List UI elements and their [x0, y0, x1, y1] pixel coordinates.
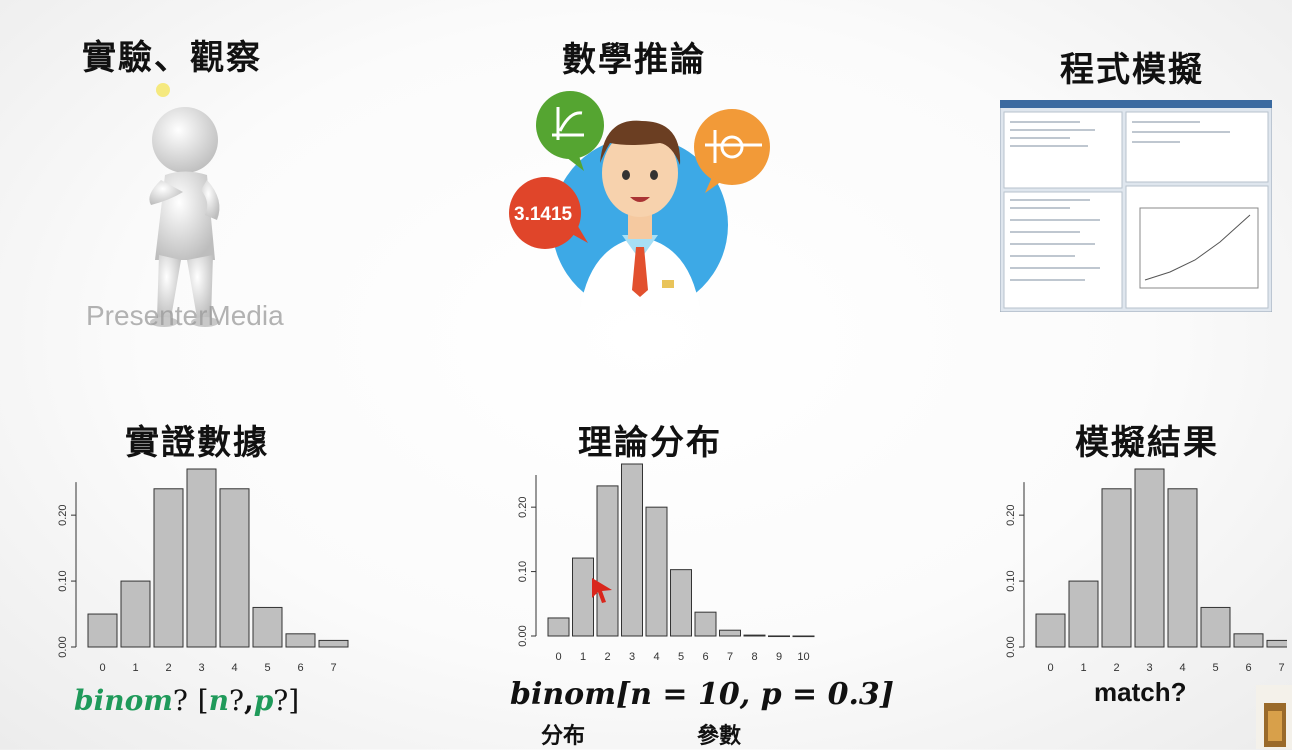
- x-tick-label: 8: [751, 651, 757, 663]
- x-tick-label: 4: [231, 662, 237, 674]
- x-tick-label: 7: [727, 651, 733, 663]
- theoretical-caption: binom[n = 10, p = 0.3]: [510, 677, 894, 712]
- caption-close: ]: [288, 684, 300, 717]
- y-tick-label: 0.00: [57, 636, 69, 657]
- plot-icon: [705, 130, 762, 163]
- experiment-title: 實驗、觀察: [82, 38, 262, 78]
- bar: [153, 488, 184, 648]
- scientist-illustration: 3.1415: [509, 91, 770, 310]
- experiment-figure-label: 實證數據: [125, 423, 269, 463]
- x-tick-label: 4: [1179, 662, 1185, 674]
- x-tick-label: 1: [1080, 662, 1086, 674]
- y-tick-label: 0.10: [57, 570, 69, 591]
- x-tick-label: 1: [132, 662, 138, 674]
- bar: [1035, 613, 1066, 648]
- bar: [1266, 639, 1287, 648]
- watermark-text: PresenterMedia: [86, 300, 284, 331]
- bar: [1200, 606, 1231, 648]
- x-tick-label: 2: [165, 662, 171, 674]
- y-tick-label: 0.10: [1005, 570, 1017, 591]
- bar: [1167, 488, 1198, 648]
- bar: [743, 634, 766, 637]
- axes-icon: [552, 107, 584, 140]
- caption-p: p: [253, 684, 274, 717]
- simulation-title: 程式模擬: [1060, 50, 1204, 90]
- y-tick-label: 0.20: [517, 496, 529, 517]
- theoretical-distribution-chart: 0.00 0.10 0.20 0 1 2 3 4 5 6 7 8 9 10: [517, 463, 815, 663]
- x-tick-label: 2: [1113, 662, 1119, 674]
- math-figure-label: 理論分布: [578, 423, 722, 463]
- caption-func: binom: [74, 684, 173, 717]
- x-tick-label: 6: [297, 662, 303, 674]
- x-tick-label: 1: [580, 651, 586, 663]
- x-tick-label: 5: [264, 662, 270, 674]
- cursor-pointer-icon: [592, 578, 612, 603]
- x-tick-label: 2: [604, 651, 610, 663]
- x-tick-label: 7: [330, 662, 336, 674]
- bar: [621, 463, 643, 637]
- x-tick-label: 5: [1212, 662, 1218, 674]
- x-tick-label: 0: [99, 662, 105, 674]
- bar: [1233, 633, 1264, 648]
- y-tick-label: 0.00: [1005, 636, 1017, 657]
- bar: [120, 580, 151, 648]
- x-tick-label: 0: [1047, 662, 1053, 674]
- y-tick-label: 0.00: [517, 625, 529, 646]
- bar: [596, 485, 619, 637]
- y-tick-label: 0.20: [1005, 504, 1017, 525]
- y-tick-label: 0.20: [57, 504, 69, 525]
- caption-q1: ?: [172, 684, 188, 717]
- caption-n: n: [208, 684, 229, 717]
- x-tick-label: 0: [555, 651, 561, 663]
- bar: [547, 617, 570, 637]
- pi-bubble-text: 3.1415: [514, 204, 573, 225]
- bar: [572, 557, 594, 637]
- math-title: 數學推論: [562, 40, 706, 80]
- caption-open: [: [197, 684, 209, 717]
- bar: [645, 506, 668, 637]
- simulation-figure-label: 模擬結果: [1075, 423, 1219, 463]
- x-tick-label: 3: [1146, 662, 1152, 674]
- simulation-result-chart: 0.00 0.10 0.20 0 1 2 3 4 5 6 7: [1005, 468, 1287, 674]
- corner-decoration: [1256, 685, 1292, 749]
- empirical-caption: binom? [n?,p?]: [74, 684, 299, 717]
- caption-comma: ,: [243, 684, 254, 717]
- x-tick-label: 6: [702, 651, 708, 663]
- y-tick-label: 0.10: [517, 561, 529, 582]
- bar: [318, 639, 349, 648]
- bar: [1101, 488, 1132, 648]
- x-tick-label: 3: [629, 651, 635, 663]
- caption-q3: ?: [273, 684, 289, 717]
- software-screenshot-thumbnail: [1000, 100, 1272, 312]
- x-tick-label: 9: [776, 651, 782, 663]
- x-tick-label: 4: [653, 651, 659, 663]
- bar: [768, 635, 790, 638]
- empirical-data-chart: 0.00 0.10 0.20 0 1 2 3 4 5 6 7: [57, 468, 349, 674]
- bar: [719, 629, 741, 637]
- bar: [792, 635, 815, 638]
- x-tick-label: 7: [1278, 662, 1284, 674]
- x-tick-label: 5: [678, 651, 684, 663]
- bar: [219, 488, 250, 648]
- x-tick-label: 10: [797, 651, 809, 663]
- bar: [285, 633, 316, 648]
- bar: [1134, 468, 1165, 648]
- bar: [87, 613, 118, 648]
- match-caption: match?: [1094, 677, 1187, 707]
- bar: [694, 611, 717, 637]
- x-tick-label: 6: [1245, 662, 1251, 674]
- bar: [670, 569, 692, 637]
- bar: [1068, 580, 1099, 648]
- bar: [186, 468, 217, 648]
- x-tick-label: 3: [198, 662, 204, 674]
- thinking-figure-illustration: [149, 83, 220, 327]
- label-distribution: 分布: [541, 724, 586, 749]
- bar: [252, 606, 283, 648]
- caption-q2: ?: [228, 684, 244, 717]
- label-parameters: 參數: [697, 724, 742, 749]
